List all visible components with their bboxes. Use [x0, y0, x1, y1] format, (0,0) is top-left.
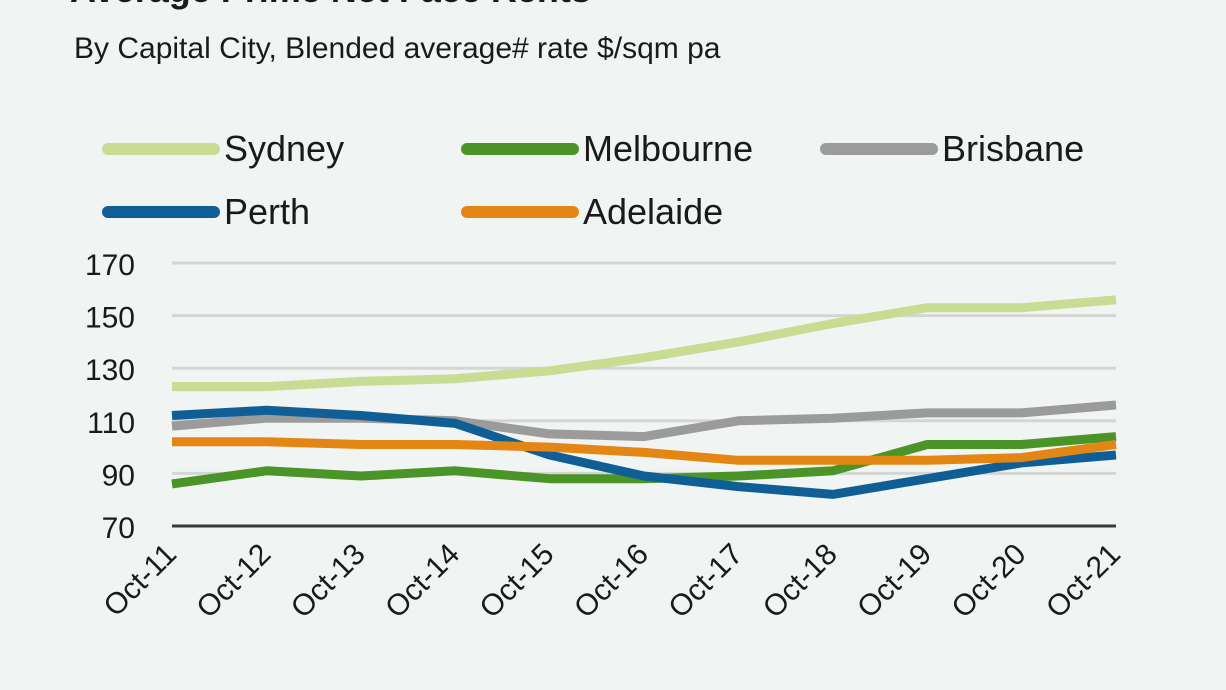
chart-title: Average Prime Net Face Rents: [70, 0, 591, 10]
x-tick-label: Oct-15: [474, 538, 561, 625]
x-tick-label: Oct-20: [946, 538, 1033, 625]
y-tick-label: 130: [85, 354, 135, 387]
y-tick-label: 150: [85, 302, 135, 335]
x-axis-ticks: Oct-11 Oct-12 Oct-13 Oct-14 Oct-15 Oct-16 Oct-…: [98, 538, 1127, 625]
grid-lines: [172, 261, 1116, 528]
x-tick-label: Oct-13: [285, 538, 372, 625]
series-line-sydney: [172, 295, 1117, 392]
legend-label-melbourne: Melbourne: [583, 128, 753, 169]
x-tick-label: Oct-12: [190, 538, 277, 625]
series-lines: [171, 295, 1117, 499]
legend-label-sydney: Sydney: [224, 128, 344, 169]
chart-subtitle: By Capital City, Blended average# rate $…: [74, 32, 721, 65]
legend-label-adelaide: Adelaide: [583, 191, 723, 232]
x-tick-label: Oct-14: [379, 538, 466, 625]
x-tick-label: Oct-18: [757, 538, 844, 625]
legend: Sydney Melbourne Brisbane Perth Adelaide: [102, 128, 1084, 232]
y-tick-label: 90: [102, 459, 135, 492]
x-tick-label: Oct-21: [1040, 538, 1127, 625]
legend-label-brisbane: Brisbane: [942, 128, 1084, 169]
legend-label-perth: Perth: [224, 191, 310, 232]
y-tick-label: 110: [87, 407, 135, 440]
x-tick-label: Oct-17: [662, 538, 749, 625]
y-axis-ticks: 170 150 130 110 90 70: [85, 249, 135, 545]
series-line-adelaide: [172, 437, 1117, 465]
series-line-perth: [171, 405, 1117, 499]
x-tick-label: Oct-19: [851, 538, 938, 625]
y-tick-label: 170: [85, 249, 135, 282]
x-tick-label: Oct-11: [98, 538, 183, 623]
y-tick-label: 70: [102, 512, 135, 545]
x-tick-label: Oct-16: [568, 538, 655, 625]
